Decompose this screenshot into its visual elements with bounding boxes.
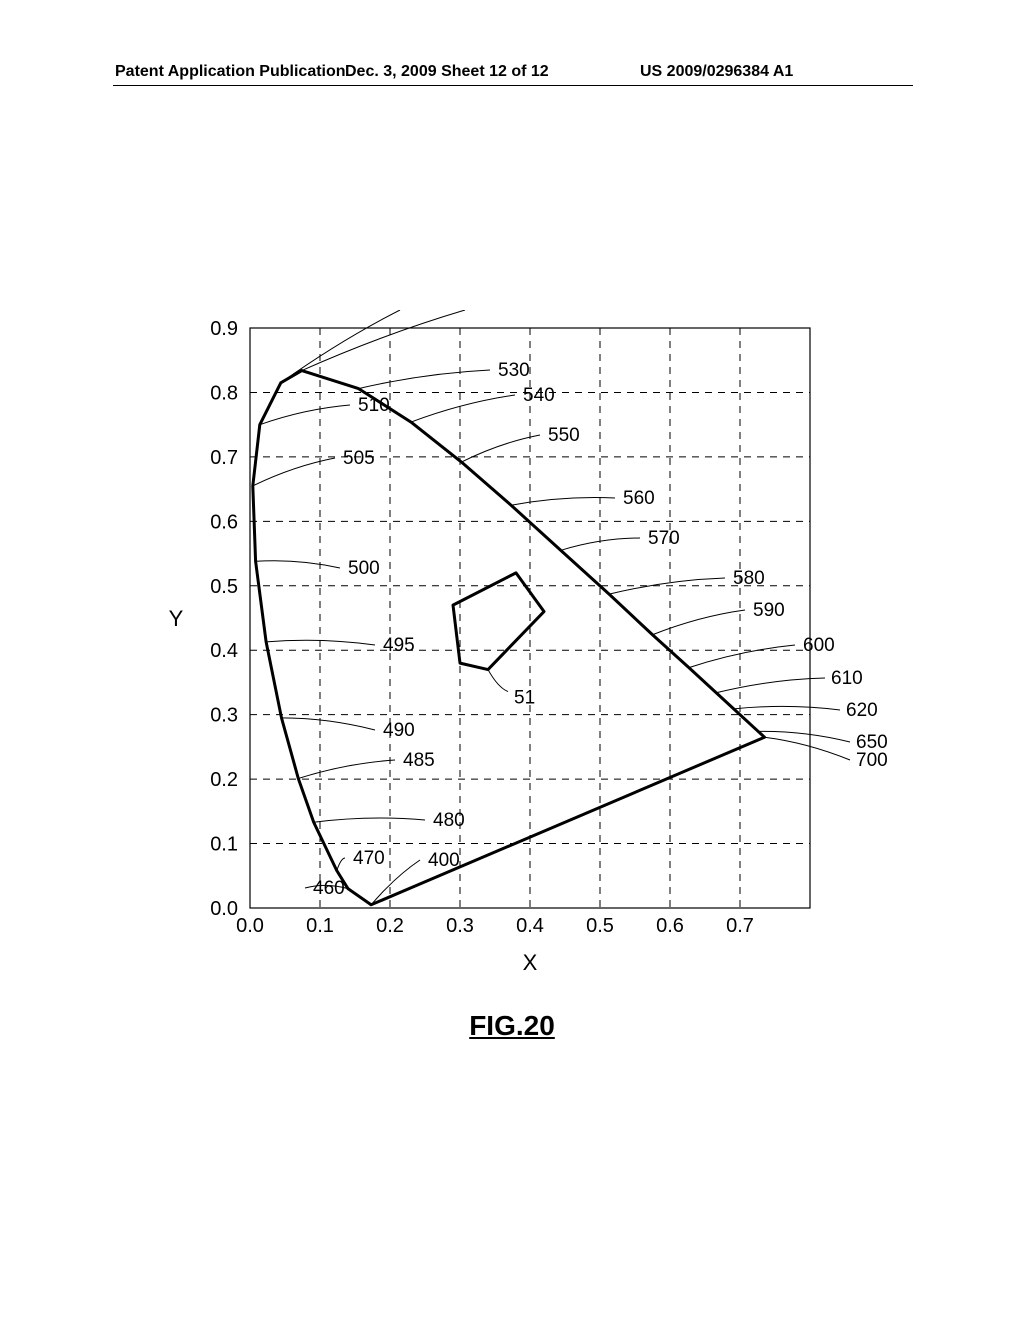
y-tick-label: 0.4 <box>210 640 238 662</box>
x-tick-label: 0.3 <box>446 915 474 937</box>
wavelength-label: 590 <box>753 600 785 621</box>
wavelength-label: 490 <box>383 720 415 741</box>
y-tick-label: 0.0 <box>210 898 238 920</box>
x-tick-label: 0.6 <box>656 915 684 937</box>
header-left: Patent Application Publication <box>115 63 346 81</box>
wavelength-label: 500 <box>348 558 380 579</box>
x-tick-label: 0.4 <box>516 915 544 937</box>
region-label: 51 <box>514 688 535 709</box>
chromaticity-chart: 5155205305405505605705805906006106206507… <box>160 310 900 1030</box>
chart-svg: 5155205305405505605705805906006106206507… <box>160 310 900 1030</box>
header-center: Dec. 3, 2009 Sheet 12 of 12 <box>345 63 549 81</box>
y-axis-label: Y <box>169 606 184 631</box>
y-tick-label: 0.3 <box>210 705 238 727</box>
wavelength-label: 510 <box>358 395 390 416</box>
figure-caption: FIG.20 <box>0 1010 1024 1042</box>
chart-grid <box>250 328 810 908</box>
y-tick-label: 0.6 <box>210 511 238 533</box>
wavelength-label: 550 <box>548 425 580 446</box>
wavelength-label: 400 <box>428 850 460 871</box>
y-tick-label: 0.8 <box>210 382 238 404</box>
header-right: US 2009/0296384 A1 <box>640 63 793 81</box>
wavelength-label: 560 <box>623 488 655 509</box>
x-tick-label: 0.5 <box>586 915 614 937</box>
wavelength-label: 530 <box>498 360 530 381</box>
y-tick-label: 0.7 <box>210 447 238 469</box>
wavelength-label: 700 <box>856 750 888 771</box>
wavelength-label: 540 <box>523 385 555 406</box>
wavelength-label: 495 <box>383 635 415 656</box>
wavelength-label: 580 <box>733 568 765 589</box>
wavelength-label: 460 <box>313 878 345 899</box>
callouts: 5155205305405505605705805906006106206507… <box>253 310 888 905</box>
y-tick-label: 0.5 <box>210 576 238 598</box>
wavelength-label: 600 <box>803 635 835 656</box>
y-tick-label: 0.1 <box>210 834 238 856</box>
wavelength-label: 620 <box>846 700 878 721</box>
x-tick-label: 0.2 <box>376 915 404 937</box>
wavelength-label: 570 <box>648 528 680 549</box>
header-rule <box>113 85 913 86</box>
x-tick-label: 0.0 <box>236 915 264 937</box>
y-tick-label: 0.9 <box>210 318 238 340</box>
x-tick-label: 0.1 <box>306 915 334 937</box>
x-axis-label: X <box>523 950 538 975</box>
wavelength-label: 480 <box>433 810 465 831</box>
wavelength-label: 470 <box>353 848 385 869</box>
wavelength-label: 610 <box>831 668 863 689</box>
y-tick-label: 0.2 <box>210 769 238 791</box>
spectral-locus <box>253 371 765 905</box>
x-tick-label: 0.7 <box>726 915 754 937</box>
wavelength-label: 505 <box>343 448 375 469</box>
wavelength-label: 485 <box>403 750 435 771</box>
